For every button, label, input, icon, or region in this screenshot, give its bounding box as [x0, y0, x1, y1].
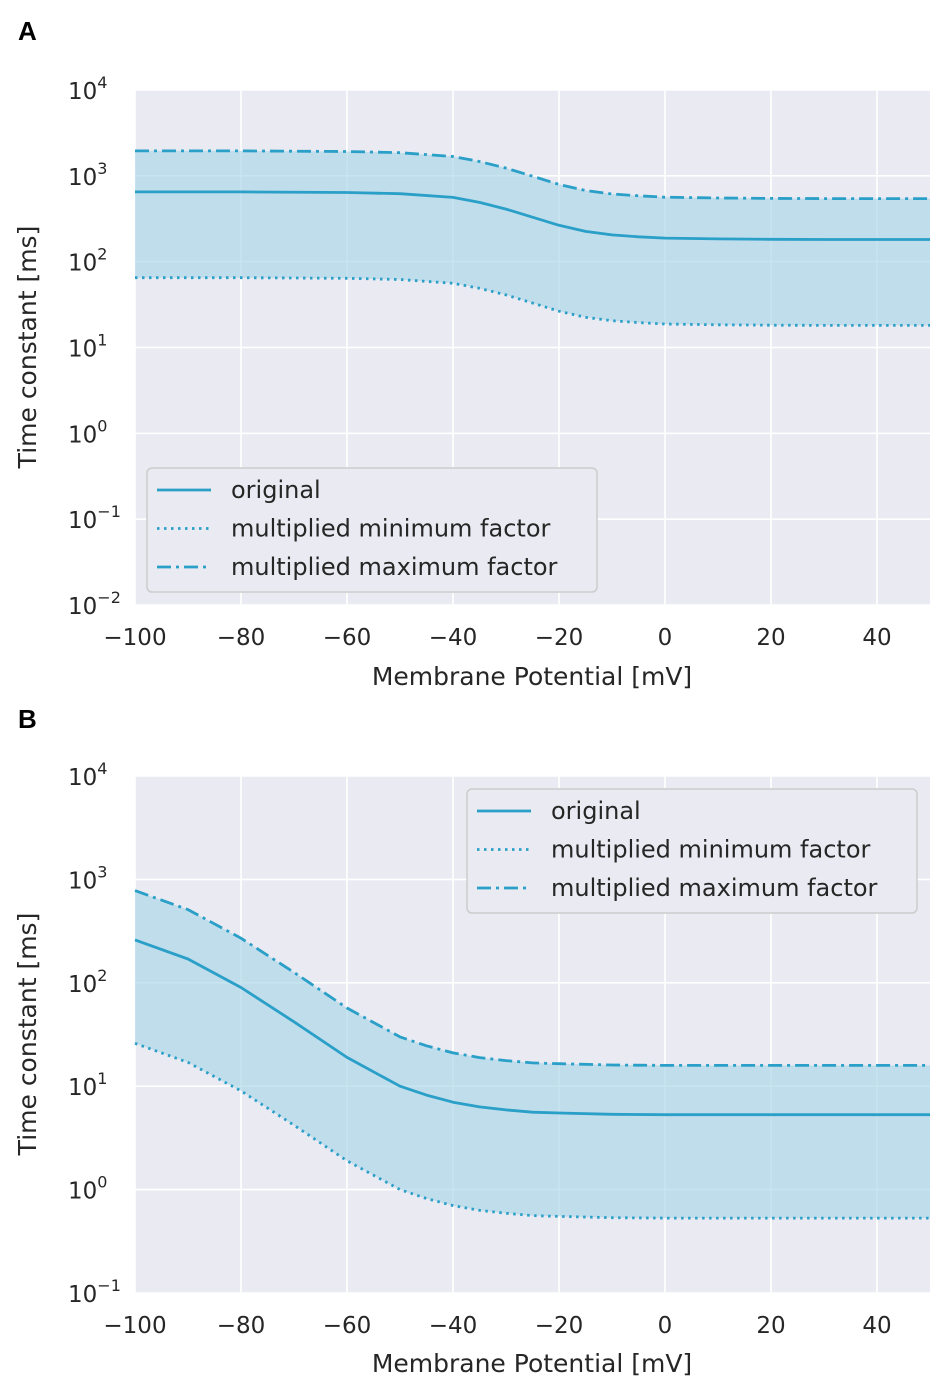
y-tick-label: 104 [68, 759, 107, 791]
y-tick-label: 102 [68, 966, 107, 998]
legend-label: original [551, 797, 641, 825]
x-tick-label: −60 [323, 1313, 372, 1339]
series-line-solid [135, 190, 930, 241]
y-tick-label: 103 [68, 159, 107, 191]
y-tick-labels-b: 10−1 100 101 102 103 104 [68, 759, 121, 1308]
legend-box-a [146, 467, 598, 593]
x-axis-label-a: Membrane Potential [mV] [372, 662, 692, 691]
x-tick-label: −20 [535, 625, 584, 651]
y-axis-label-a: Time constant [ms] [13, 226, 42, 470]
legend-box-b [466, 788, 918, 914]
legend-label: multiplied maximum factor [231, 553, 558, 581]
x-tick-label: 40 [862, 1313, 891, 1339]
legend-label: multiplied minimum factor [551, 836, 871, 864]
y-tick-label: 103 [68, 862, 107, 894]
legend-label: original [231, 476, 321, 504]
x-axis-label-b: Membrane Potential [mV] [372, 1349, 692, 1378]
band-fill-a [135, 150, 930, 326]
legend-a: original multiplied minimum factor multipl… [146, 467, 598, 593]
x-tick-label: −100 [103, 1313, 166, 1339]
x-tick-label: 40 [862, 625, 891, 651]
x-tick-label: 0 [658, 1313, 673, 1339]
y-tick-label: 10−1 [68, 1276, 121, 1308]
series-line-dotted [135, 276, 930, 327]
y-tick-label: 101 [68, 331, 107, 363]
series-lines-b [134, 889, 930, 1220]
y-tick-labels-a: 10−2 10−1 100 101 102 103 104 [68, 73, 121, 620]
y-tick-label: 10−1 [68, 502, 121, 534]
series-line-dashdot [135, 149, 930, 200]
legend-b: original multiplied minimum factor multipl… [466, 788, 918, 914]
legend-label: multiplied maximum factor [551, 874, 878, 902]
panel-a: A −100 −80 −60 −40 −20 0 20 40 10−210−110010110… [13, 16, 930, 691]
x-tick-label: −60 [323, 625, 372, 651]
x-tick-label: −80 [217, 625, 266, 651]
series-line-dashdot [134, 889, 930, 1067]
series-line-solid [134, 938, 930, 1117]
x-tick-label: 20 [756, 1313, 785, 1339]
x-tick-labels-a: −100 −80 −60 −40 −20 0 20 40 [103, 625, 891, 651]
series-lines-a [135, 149, 930, 327]
y-tick-label: 102 [68, 245, 107, 277]
y-tick-label: 10−2 [68, 588, 121, 620]
x-tick-label: −40 [429, 625, 478, 651]
x-tick-label: 20 [756, 625, 785, 651]
legend-label: multiplied minimum factor [231, 515, 551, 543]
x-tick-label: −40 [429, 1313, 478, 1339]
x-tick-labels-b: −100 −80 −60 −40 −20 0 20 40 [103, 1313, 891, 1339]
y-tick-label: 104 [68, 73, 107, 105]
panel-label-a: A [18, 16, 37, 46]
x-tick-label: 0 [658, 625, 673, 651]
panel-b: B −100 −80 −60 −40 −20 0 20 40 10−1 100 101 102 103… [13, 704, 930, 1378]
x-tick-label: −20 [535, 1313, 584, 1339]
y-tick-label: 100 [68, 1173, 107, 1205]
panel-label-b: B [18, 704, 37, 734]
y-tick-label: 101 [68, 1069, 107, 1101]
y-tick-label: 100 [68, 416, 107, 448]
y-axis-label-b: Time constant [ms] [13, 913, 42, 1157]
x-tick-label: −80 [217, 1313, 266, 1339]
band-fill-b [135, 890, 930, 1219]
x-tick-label: −100 [103, 625, 166, 651]
